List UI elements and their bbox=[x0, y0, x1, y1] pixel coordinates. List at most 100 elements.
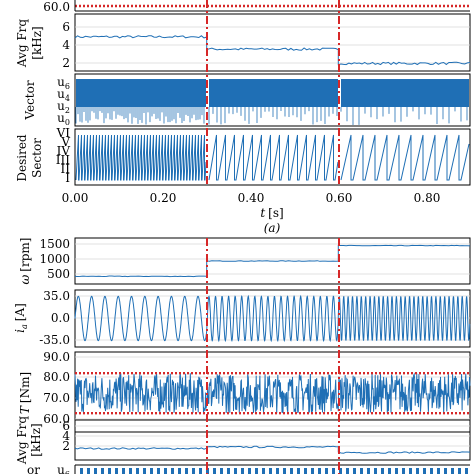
xtick-label: 0.80 bbox=[414, 191, 441, 205]
ytick-label: IV bbox=[57, 144, 71, 158]
ytick-label: 4 bbox=[62, 429, 70, 443]
vector-switch-mark bbox=[269, 468, 272, 474]
panel-a-vector: u6 u4 u2 u0 Vector bbox=[23, 73, 471, 127]
vector-switch-mark bbox=[451, 468, 454, 474]
vector-switch-mark bbox=[325, 468, 328, 474]
ylabel: T[Nm] bbox=[18, 372, 32, 414]
avg-frequency-trace bbox=[74, 445, 471, 454]
vector-switch-mark bbox=[101, 468, 104, 474]
caption-a: (a) bbox=[264, 221, 281, 235]
panel-a-avgfrq: 6 4 2 Avg Frq [kHz] bbox=[15, 13, 471, 72]
ylabel-line2: [kHz] bbox=[30, 26, 44, 59]
ytick-label: u6 bbox=[57, 463, 70, 474]
ylabel: Vector bbox=[23, 80, 37, 120]
ylabel: ia[A] bbox=[13, 303, 29, 333]
vector-switch-mark bbox=[227, 468, 230, 474]
vector-switch-mark bbox=[206, 468, 209, 474]
vector-switch-mark bbox=[360, 468, 363, 474]
vector-switch-mark bbox=[185, 468, 188, 474]
panel-a-sector: VI V IV III II I Desired Sector bbox=[15, 126, 471, 186]
vector-switch-mark bbox=[164, 468, 167, 474]
vector-switch-mark bbox=[374, 468, 377, 474]
vector-switch-mark bbox=[199, 468, 202, 474]
vector-switch-mark bbox=[80, 468, 83, 474]
vector-switch-mark bbox=[241, 468, 244, 474]
vector-switch-mark bbox=[465, 468, 468, 474]
ytick-label: 90.0 bbox=[43, 350, 70, 364]
avg-frequency-trace bbox=[74, 35, 471, 66]
axes-frame bbox=[74, 73, 471, 127]
vector-switch-mark bbox=[395, 468, 398, 474]
panel-b-current: 35.0 0.0 -35.0 ia[A] bbox=[13, 289, 471, 348]
vector-switch-mark bbox=[367, 468, 370, 474]
ylabel-line1: Avg Frq bbox=[15, 416, 29, 466]
ytick-label: 6 bbox=[62, 20, 70, 34]
axes-frame bbox=[74, 419, 471, 461]
panel-a-top: 60.0 bbox=[43, 0, 470, 14]
ytick-label: 4 bbox=[62, 38, 70, 52]
vector-switch-mark bbox=[458, 468, 461, 474]
panel-b-torque: 90.0 80.0 70.0 60.0 T[Nm] bbox=[18, 350, 471, 433]
vector-switch-mark bbox=[213, 468, 216, 474]
ylabel-line2: Sector bbox=[30, 138, 44, 178]
ytick-label: -35.0 bbox=[39, 333, 70, 347]
vector-switch-mark bbox=[157, 468, 160, 474]
vector-trace bbox=[80, 468, 468, 474]
axes-frame bbox=[74, 351, 471, 433]
vector-switch-mark bbox=[136, 468, 139, 474]
ytick-label: 0.0 bbox=[51, 311, 70, 325]
ytick-label: 70.0 bbox=[43, 391, 70, 405]
ytick-label: II bbox=[61, 162, 71, 176]
panel-a-xaxis: 0.00 0.20 0.40 0.60 0.80 t [s] (a) bbox=[62, 191, 441, 235]
phase-current-trace bbox=[74, 294, 471, 343]
vector-switch-mark bbox=[297, 468, 300, 474]
ytick-label: III bbox=[56, 153, 70, 167]
ytick-label: 2 bbox=[62, 439, 70, 453]
vector-switch-mark bbox=[171, 468, 174, 474]
vector-switch-mark bbox=[311, 468, 314, 474]
ytick-label: I bbox=[65, 171, 70, 185]
vector-switch-mark bbox=[192, 468, 195, 474]
xlabel-var: t bbox=[260, 206, 265, 220]
vector-switch-mark bbox=[409, 468, 412, 474]
sector-segment bbox=[75, 134, 207, 181]
xtick-label: 0.40 bbox=[238, 191, 265, 205]
panel-b-speed: 1500 1000 500 ω[rpm] bbox=[18, 237, 471, 285]
panel-b-avgfrq: 6 4 2 Avg Frq [kHz] bbox=[15, 416, 471, 466]
panel-b-vector: u6 or bbox=[27, 463, 470, 474]
ytick-label: u6 bbox=[57, 75, 70, 91]
vector-switch-mark bbox=[381, 468, 384, 474]
vector-switch-mark bbox=[255, 468, 258, 474]
vector-switch-mark bbox=[430, 468, 433, 474]
vector-switch-mark bbox=[402, 468, 405, 474]
ytick-label: u4 bbox=[57, 87, 70, 103]
ytick-label: 60.0 bbox=[43, 0, 70, 14]
ytick-label: 500 bbox=[47, 267, 70, 281]
ytick-label: 80.0 bbox=[43, 370, 70, 384]
vector-switch-mark bbox=[437, 468, 440, 474]
ytick-label: 60.0 bbox=[43, 412, 70, 426]
vector-switch-mark bbox=[122, 468, 125, 474]
vector-switch-mark bbox=[108, 468, 111, 474]
ytick-label: u0 bbox=[57, 111, 70, 127]
speed-trace bbox=[74, 244, 471, 278]
xtick-label: 0.20 bbox=[150, 191, 177, 205]
vector-switch-mark bbox=[248, 468, 251, 474]
xlabel-unit: [s] bbox=[268, 206, 284, 220]
ytick-label: u2 bbox=[57, 99, 70, 115]
vector-switch-mark bbox=[304, 468, 307, 474]
vector-switch-mark bbox=[178, 468, 181, 474]
sector-trace bbox=[75, 134, 470, 181]
vector-switch-mark bbox=[87, 468, 90, 474]
vector-switch-mark bbox=[262, 468, 265, 474]
vector-switching-band bbox=[76, 79, 469, 107]
vector-switch-mark bbox=[234, 468, 237, 474]
vector-switch-mark bbox=[346, 468, 349, 474]
vector-switch-mark bbox=[220, 468, 223, 474]
vector-switch-mark bbox=[143, 468, 146, 474]
ytick-label: 6 bbox=[62, 419, 70, 433]
axes-frame bbox=[74, 128, 471, 186]
vector-switch-mark bbox=[94, 468, 97, 474]
sector-segment bbox=[208, 134, 339, 181]
